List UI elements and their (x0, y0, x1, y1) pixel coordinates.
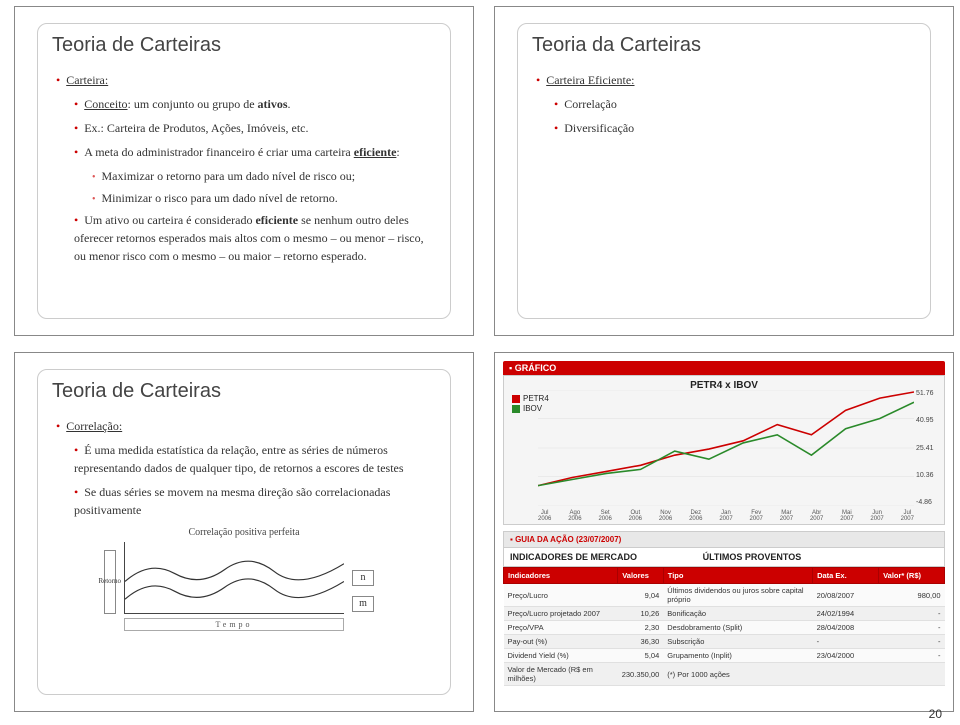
slide-title: Teoria da Carteiras (532, 34, 916, 57)
bullet-positiva: Se duas séries se movem na mesma direção… (74, 483, 436, 519)
bullet-definicao: É uma medida estatística da relação, ent… (74, 441, 436, 477)
bullet-minimizar: Minimizar o risco para um dado nível de … (92, 189, 436, 207)
bullet-conceito: Conceito: um conjunto ou grupo de ativos… (74, 95, 436, 113)
indicators-table: IndicadoresValoresTipoData Ex.Valor* (R$… (503, 567, 945, 686)
slide-title: Teoria de Carteiras (52, 34, 436, 57)
bullet-carteira: Carteira: (56, 71, 436, 89)
bullet-diversificacao: Diversificação (554, 119, 916, 137)
bullet-maximizar: Maximizar o retorno para um dado nível d… (92, 167, 436, 185)
slide-top-left: Teoria de Carteiras Carteira: Conceito: … (14, 6, 474, 336)
page-number: 20 (929, 707, 942, 721)
correlation-chart: Retorno n m Tempo (104, 542, 384, 632)
chart-lines (538, 390, 914, 506)
x-axis-ticks: Jul2006Ago2006Set2006Out2006Nov2006Dez20… (538, 510, 914, 522)
guia-header: ▪ GUIA DA AÇÃO (23/07/2007) (503, 531, 945, 548)
slide-bottom-left: Teoria de Carteiras Correlação: É uma me… (14, 352, 474, 712)
series-n-label: n (352, 570, 374, 586)
plot-area (124, 542, 344, 614)
bullet-meta: A meta do administrador financeiro é cri… (74, 143, 436, 161)
series-m-label: m (352, 596, 374, 612)
indicators-header: INDICADORES DE MERCADO ÚLTIMOS PROVENTOS (503, 548, 945, 567)
bullet-carteira-eficiente: Carteira Eficiente: (536, 71, 916, 89)
slide-bottom-right: ▪ GRÁFICO PETR4 x IBOV PETR4 IBOV (494, 352, 954, 712)
bullet-correlacao: Correlação (554, 95, 916, 113)
bullet-exemplo: Ex.: Carteira de Produtos, Ações, Imóvei… (74, 119, 436, 137)
bullet-eficiente: Um ativo ou carteira é considerado efici… (74, 211, 436, 265)
chart-caption: Correlação positiva perfeita (52, 527, 436, 538)
y-axis-ticks: 51.7640.9525.4110.36-4.86 (916, 390, 940, 506)
stock-chart: PETR4 x IBOV PETR4 IBOV (503, 375, 945, 525)
y-axis-label: Retorno (104, 550, 116, 614)
slide-title: Teoria de Carteiras (52, 380, 436, 403)
bullet-correlacao-hdr: Correlação: (56, 417, 436, 435)
grafico-header: ▪ GRÁFICO (503, 361, 945, 375)
slide-top-right: Teoria da Carteiras Carteira Eficiente: … (494, 6, 954, 336)
x-axis-label: Tempo (124, 618, 344, 631)
